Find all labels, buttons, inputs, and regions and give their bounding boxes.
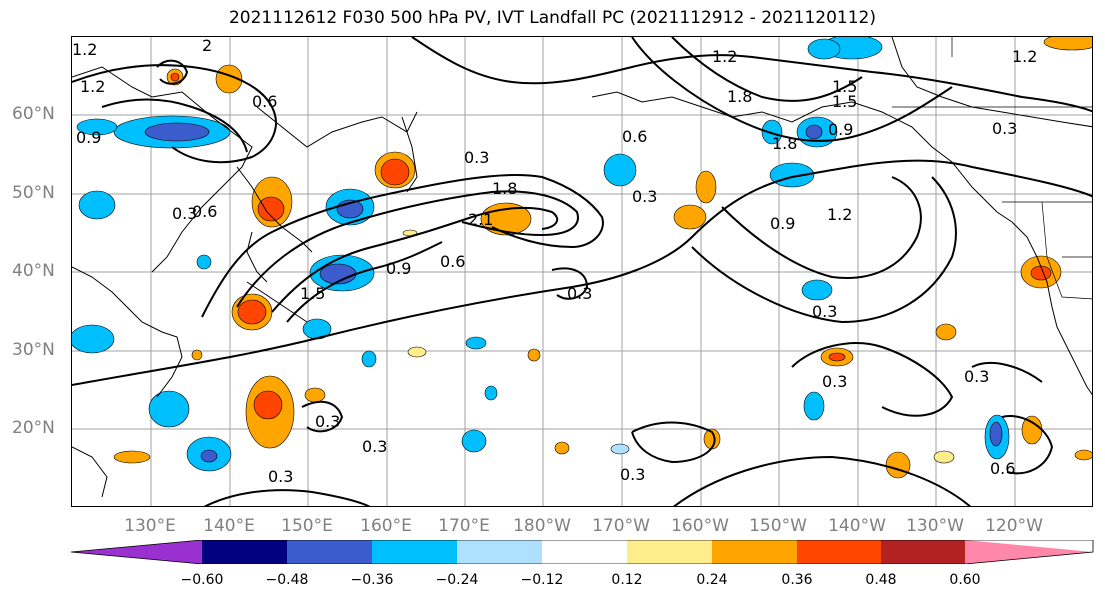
lat-label: 20°N bbox=[12, 418, 55, 438]
contour-label: 0.9 bbox=[76, 128, 101, 147]
lat-label: 40°N bbox=[12, 261, 55, 281]
contour-labels: 1.2 2 0.6 0.9 1.5 0.3 1.8 2.1 0.6 0.9 0.… bbox=[72, 37, 1037, 486]
colorbar-tick: 0.60 bbox=[949, 572, 981, 588]
contour-label: 0.3 bbox=[964, 367, 989, 386]
colorbar-tick: −0.24 bbox=[435, 572, 479, 588]
colorbar-segment bbox=[202, 540, 287, 564]
contour-label: 1.2 bbox=[1012, 47, 1037, 66]
colorbar-tick: −0.60 bbox=[180, 572, 224, 588]
pv-contours bbox=[72, 37, 1092, 506]
colorbar bbox=[71, 540, 1094, 564]
anomaly-shading bbox=[72, 37, 1092, 479]
contour-label: 1.5 bbox=[300, 284, 325, 303]
lon-label: 180°W bbox=[513, 516, 571, 536]
lon-label: 150°E bbox=[281, 516, 333, 536]
colorbar-segment bbox=[542, 540, 627, 564]
lon-label: 140°E bbox=[203, 516, 255, 536]
colorbar-segment bbox=[712, 540, 797, 564]
contour-label: 1.5 bbox=[832, 92, 857, 111]
colorbar-extend-max bbox=[965, 540, 1093, 564]
contour-label: 0.3 bbox=[567, 284, 592, 303]
lon-label: 140°W bbox=[828, 516, 886, 536]
colorbar-tick: −0.48 bbox=[265, 572, 309, 588]
contour-label: 1.2 bbox=[72, 40, 97, 59]
contour-label: 0.6 bbox=[440, 252, 465, 271]
contour-label: 0.3 bbox=[992, 119, 1017, 138]
lon-label: 130°E bbox=[124, 516, 176, 536]
graticule bbox=[72, 37, 1092, 506]
contour-label: 1.2 bbox=[712, 47, 737, 66]
contour-label: 0.3 bbox=[362, 437, 387, 456]
lon-label: 170°W bbox=[592, 516, 650, 536]
map-svg: 1.2 2 0.6 0.9 1.5 0.3 1.8 2.1 0.6 0.9 0.… bbox=[72, 37, 1092, 506]
contour-label: 0.3 bbox=[620, 465, 645, 484]
contour-label: 1.5 bbox=[832, 77, 857, 96]
map-panel: 1.2 2 0.6 0.9 1.5 0.3 1.8 2.1 0.6 0.9 0.… bbox=[71, 36, 1093, 507]
contour-label: 1.2 bbox=[80, 77, 105, 96]
contour-label: 2.1 bbox=[468, 210, 493, 229]
lat-label: 30°N bbox=[12, 340, 55, 360]
colorbar-tick: 0.48 bbox=[865, 572, 897, 588]
contour-label: 1.8 bbox=[492, 179, 517, 198]
contour-label: 0.9 bbox=[828, 120, 853, 139]
colorbar-segment bbox=[372, 540, 457, 564]
contour-label: 0.3 bbox=[822, 372, 847, 391]
contour-label: 0.3 bbox=[172, 204, 197, 223]
contour-label: 1.8 bbox=[772, 134, 797, 153]
contour-label: 0.3 bbox=[315, 412, 340, 431]
colorbar-segment bbox=[881, 540, 965, 564]
contour-label: 2 bbox=[202, 37, 212, 55]
contour-label: 0.9 bbox=[770, 214, 795, 233]
colorbar-segment bbox=[457, 540, 542, 564]
lon-label: 170°E bbox=[438, 516, 490, 536]
contour-label: 0.3 bbox=[632, 187, 657, 206]
contour-label: 0.6 bbox=[990, 459, 1015, 478]
contour-label: 0.6 bbox=[192, 202, 217, 221]
lon-label: 120°W bbox=[985, 516, 1043, 536]
colorbar-segment bbox=[627, 540, 712, 564]
colorbar-tick: −0.36 bbox=[350, 572, 394, 588]
colorbar-tick: 0.36 bbox=[781, 572, 813, 588]
contour-label: 1.8 bbox=[727, 87, 752, 106]
contour-label: 0.3 bbox=[812, 302, 837, 321]
colorbar-tick: 0.24 bbox=[696, 572, 728, 588]
lon-label: 150°W bbox=[749, 516, 807, 536]
map-title: 2021112612 F030 500 hPa PV, IVT Landfall… bbox=[228, 8, 876, 28]
colorbar-tick: 0.12 bbox=[611, 572, 643, 588]
lat-label: 60°N bbox=[12, 104, 55, 124]
contour-label: 0.3 bbox=[268, 467, 293, 486]
lon-label: 160°W bbox=[671, 516, 729, 536]
contour-label: 0.6 bbox=[252, 92, 277, 111]
contour-label: 0.6 bbox=[622, 127, 647, 146]
coastlines bbox=[72, 37, 1092, 498]
colorbar-extend-min bbox=[71, 540, 202, 564]
borders bbox=[892, 37, 1092, 300]
colorbar-segment bbox=[797, 540, 881, 564]
lon-label: 160°E bbox=[360, 516, 412, 536]
colorbar-tick: −0.12 bbox=[520, 572, 564, 588]
contour-label: 1.2 bbox=[827, 205, 852, 224]
lon-label: 130°W bbox=[906, 516, 964, 536]
contour-label: 0.9 bbox=[386, 259, 411, 278]
colorbar-segment bbox=[287, 540, 372, 564]
contour-label: 0.3 bbox=[464, 148, 489, 167]
lat-label: 50°N bbox=[12, 183, 55, 203]
